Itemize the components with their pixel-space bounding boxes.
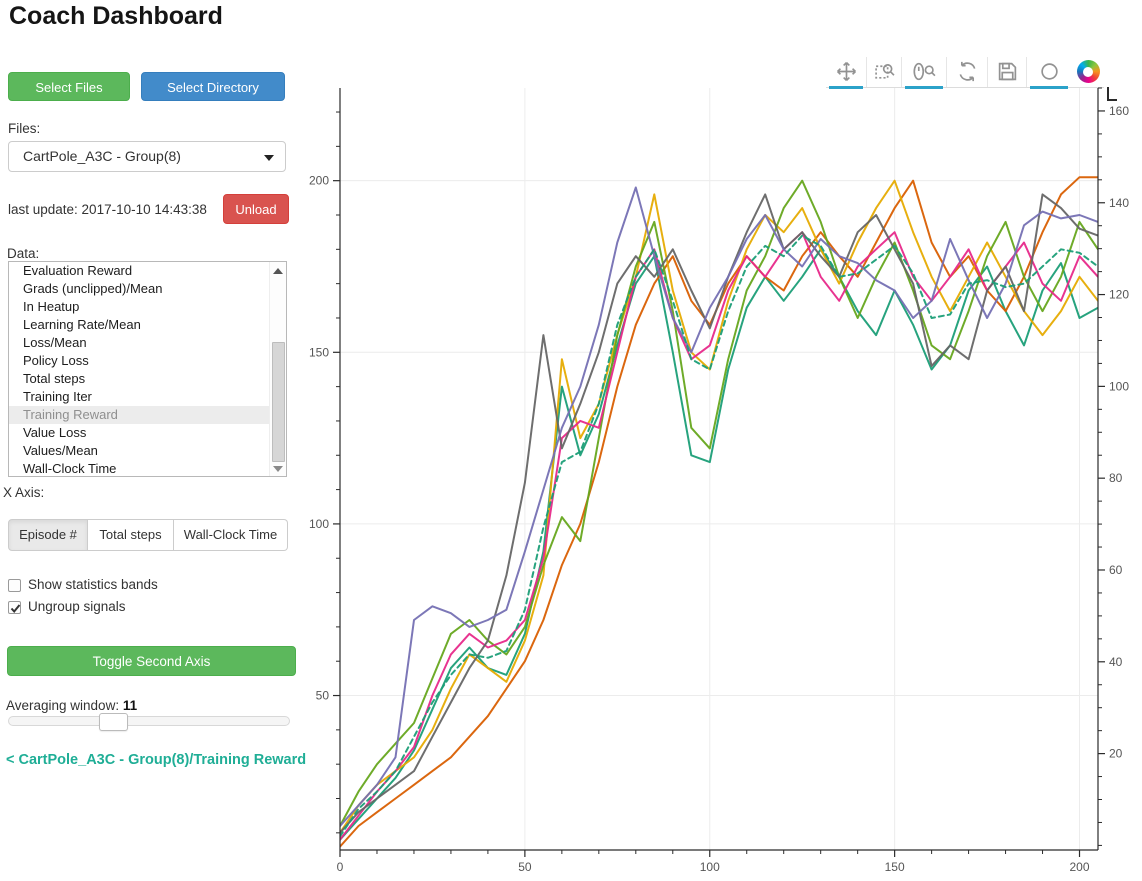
hover-icon[interactable]	[1026, 56, 1071, 89]
ungroup-label: Ungroup signals	[28, 599, 126, 614]
svg-text:150: 150	[885, 860, 905, 874]
select-files-button[interactable]: Select Files	[8, 72, 130, 101]
slider-thumb[interactable]	[99, 713, 128, 731]
svg-text:50: 50	[518, 860, 532, 874]
save-icon[interactable]	[987, 56, 1026, 87]
plot-toolbar	[826, 56, 1105, 89]
svg-text:40: 40	[1109, 655, 1123, 669]
stray-mark	[1107, 87, 1117, 101]
svg-text:80: 80	[1109, 471, 1123, 485]
svg-text:100: 100	[700, 860, 720, 874]
list-item[interactable]: Policy Loss	[23, 353, 89, 368]
ungroup-checkbox[interactable]	[8, 601, 21, 614]
list-item[interactable]: Learning Rate/Mean	[23, 317, 141, 332]
files-label: Files:	[8, 121, 41, 136]
svg-text:150: 150	[309, 345, 329, 359]
list-item[interactable]: Values/Mean	[23, 443, 98, 458]
averaging-window-label: Averaging window: 11	[6, 698, 138, 713]
show-bands-label: Show statistics bands	[28, 577, 158, 592]
breadcrumb[interactable]: < CartPole_A3C - Group(8)/Training Rewar…	[6, 752, 307, 768]
unload-button[interactable]: Unload	[223, 194, 289, 224]
list-item[interactable]: Wall-Clock Time	[23, 461, 117, 476]
list-item[interactable]: Value Loss	[23, 425, 87, 440]
toggle-second-axis-button[interactable]: Toggle Second Axis	[7, 646, 296, 676]
svg-text:200: 200	[309, 174, 329, 188]
svg-text:120: 120	[1109, 288, 1129, 302]
svg-text:20: 20	[1109, 747, 1123, 761]
svg-text:100: 100	[1109, 379, 1129, 393]
x-axis-label: X Axis:	[3, 485, 45, 500]
reset-icon[interactable]	[946, 56, 987, 87]
files-select[interactable]: CartPole_A3C - Group(8)	[8, 141, 286, 172]
files-select-value: CartPole_A3C - Group(8)	[23, 148, 181, 164]
svg-text:140: 140	[1109, 196, 1129, 210]
averaging-window-value: 11	[122, 698, 138, 713]
x-axis-button-group: Episode # Total steps Wall-Clock Time	[8, 519, 288, 551]
bokeh-logo-icon[interactable]	[1071, 57, 1105, 87]
list-item[interactable]: Evaluation Reward	[23, 263, 133, 278]
page-title: Coach Dashboard	[9, 2, 223, 30]
list-item[interactable]: Loss/Mean	[23, 335, 87, 350]
dropdown-arrow-icon	[264, 155, 274, 161]
data-listbox[interactable]: Evaluation Reward Grads (unclipped)/Mean I…	[8, 261, 287, 477]
svg-text:160: 160	[1109, 104, 1129, 118]
svg-text:50: 50	[316, 689, 330, 703]
list-item[interactable]: Total steps	[23, 371, 86, 386]
show-bands-checkbox[interactable]	[8, 579, 21, 592]
list-item[interactable]: Training Iter	[23, 389, 92, 404]
list-item[interactable]: In Heatup	[23, 299, 80, 314]
data-list-items: Evaluation Reward Grads (unclipped)/Mean I…	[9, 262, 270, 476]
averaging-window-slider[interactable]	[8, 713, 290, 731]
box-zoom-icon[interactable]	[866, 56, 901, 87]
data-label: Data:	[7, 246, 40, 261]
list-item[interactable]: Training Reward	[9, 406, 270, 424]
x-axis-option-wall-clock[interactable]: Wall-Clock Time	[174, 519, 288, 551]
svg-text:100: 100	[309, 517, 329, 531]
last-update-text: last update: 2017-10-10 14:43:38	[8, 202, 207, 217]
scroll-down-icon[interactable]	[273, 466, 283, 472]
scroll-up-icon[interactable]	[273, 268, 283, 274]
svg-text:60: 60	[1109, 563, 1123, 577]
pan-icon[interactable]	[826, 57, 866, 89]
x-axis-option-total-steps[interactable]: Total steps	[88, 519, 174, 551]
svg-text:200: 200	[1069, 860, 1089, 874]
checkmark-icon	[10, 604, 21, 614]
list-item[interactable]: Grads (unclipped)/Mean	[23, 281, 163, 296]
scrollbar-thumb[interactable]	[272, 342, 285, 462]
svg-text:0: 0	[337, 860, 344, 874]
wheel-zoom-icon[interactable]	[901, 56, 946, 89]
select-directory-button[interactable]: Select Directory	[141, 72, 285, 101]
x-axis-option-episode[interactable]: Episode #	[8, 519, 88, 551]
training-reward-chart[interactable]: 50 100 150 200 20 40 60 80 100 120 140 160 0 50 100 150…	[290, 50, 1142, 881]
listbox-scrollbar[interactable]	[269, 262, 286, 476]
